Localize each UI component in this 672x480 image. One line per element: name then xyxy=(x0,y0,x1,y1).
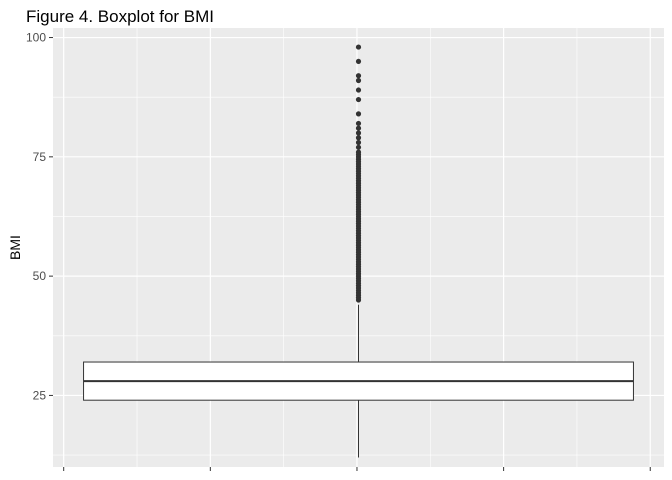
y-axis: 25 50 75 100 xyxy=(26,31,53,402)
outlier-point xyxy=(355,144,362,150)
outlier-point xyxy=(355,58,362,65)
boxplot xyxy=(83,44,634,458)
y-tick-label: 50 xyxy=(33,269,47,283)
outlier-point xyxy=(355,44,362,50)
y-tick-label: 25 xyxy=(33,388,47,402)
chart-title: Figure 4. Boxplot for BMI xyxy=(26,7,214,26)
outlier-point xyxy=(355,125,362,131)
outlier-point xyxy=(355,130,362,136)
outlier-point xyxy=(355,73,362,79)
outlier-point xyxy=(355,135,362,141)
outlier-point xyxy=(355,111,362,117)
y-axis-label: BMI xyxy=(7,235,23,260)
y-tick-label: 75 xyxy=(33,150,47,164)
outlier-point xyxy=(355,96,362,103)
y-tick-label: 100 xyxy=(26,31,46,45)
outlier-point xyxy=(355,77,362,84)
outlier-point xyxy=(355,149,362,155)
outlier-point xyxy=(355,120,362,127)
outlier-point xyxy=(355,87,362,93)
outlier-point xyxy=(355,139,362,146)
